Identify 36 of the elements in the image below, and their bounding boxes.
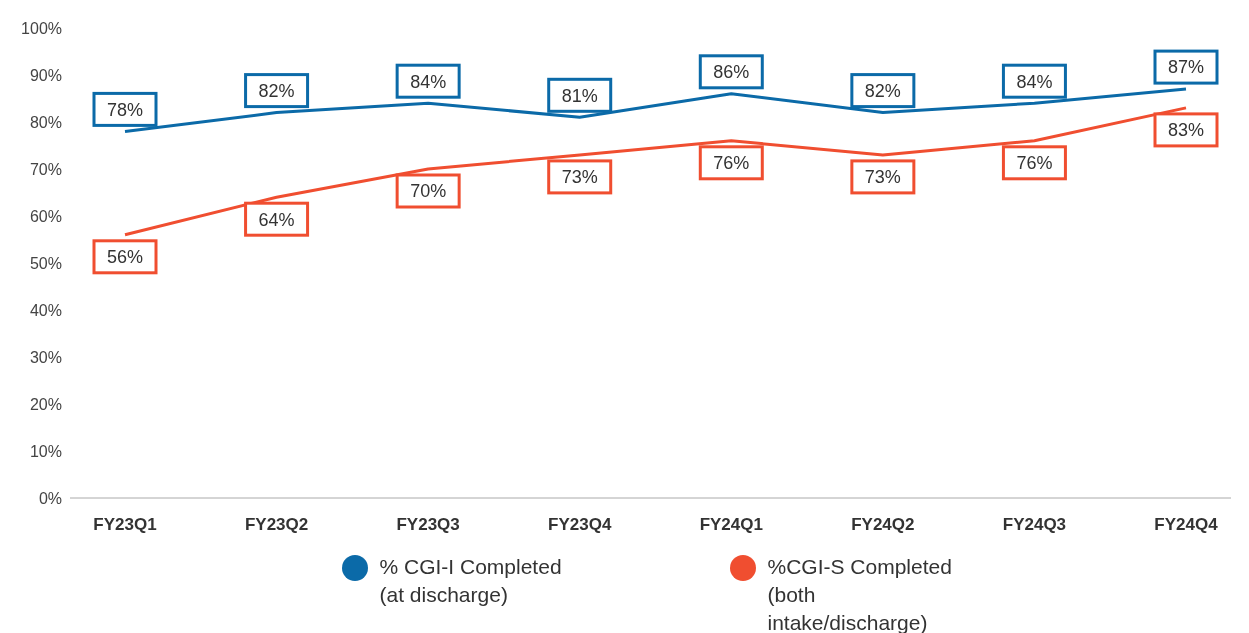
data-label: 56% xyxy=(106,247,144,268)
x-tick-label: FY24Q4 xyxy=(1154,515,1219,535)
x-tick-label: FY24Q2 xyxy=(851,515,915,535)
y-tick-label: 70% xyxy=(29,160,62,178)
data-label: 73% xyxy=(864,167,901,188)
y-tick-label: 0% xyxy=(38,489,62,507)
y-tick-label: 60% xyxy=(29,207,62,225)
x-tick-label: FY24Q1 xyxy=(699,515,763,535)
data-label: 78% xyxy=(106,99,144,120)
y-tick-label: 90% xyxy=(29,66,62,84)
y-tick-label: 30% xyxy=(29,348,62,366)
x-tick-label: FY24Q3 xyxy=(1002,515,1067,535)
data-label: 86% xyxy=(713,62,750,83)
legend-label: % CGI-I Completed (at discharge) xyxy=(379,554,563,608)
data-label: 73% xyxy=(561,167,598,188)
data-label: 87% xyxy=(1167,57,1205,78)
y-tick-label: 50% xyxy=(29,254,62,272)
y-tick-label: 10% xyxy=(29,442,62,460)
data-label: 76% xyxy=(713,153,750,174)
data-label: 83% xyxy=(1167,120,1205,141)
data-label: 82% xyxy=(258,80,295,101)
x-tick-label: FY23Q3 xyxy=(396,515,460,535)
data-label: 84% xyxy=(410,71,447,92)
data-label: 82% xyxy=(864,80,901,101)
data-label: 81% xyxy=(561,85,598,106)
x-tick-label: FY23Q1 xyxy=(93,515,157,535)
y-tick-label: 40% xyxy=(29,301,62,319)
y-tick-label: 100% xyxy=(21,19,62,37)
data-label: 84% xyxy=(1016,71,1053,92)
y-tick-label: 80% xyxy=(29,113,62,131)
y-tick-label: 20% xyxy=(29,395,62,413)
x-tick-label: FY23Q2 xyxy=(244,515,309,535)
x-tick-label: FY23Q4 xyxy=(548,515,612,535)
data-label: 70% xyxy=(410,181,447,202)
data-label: 64% xyxy=(258,209,295,230)
data-label: 76% xyxy=(1016,153,1053,174)
